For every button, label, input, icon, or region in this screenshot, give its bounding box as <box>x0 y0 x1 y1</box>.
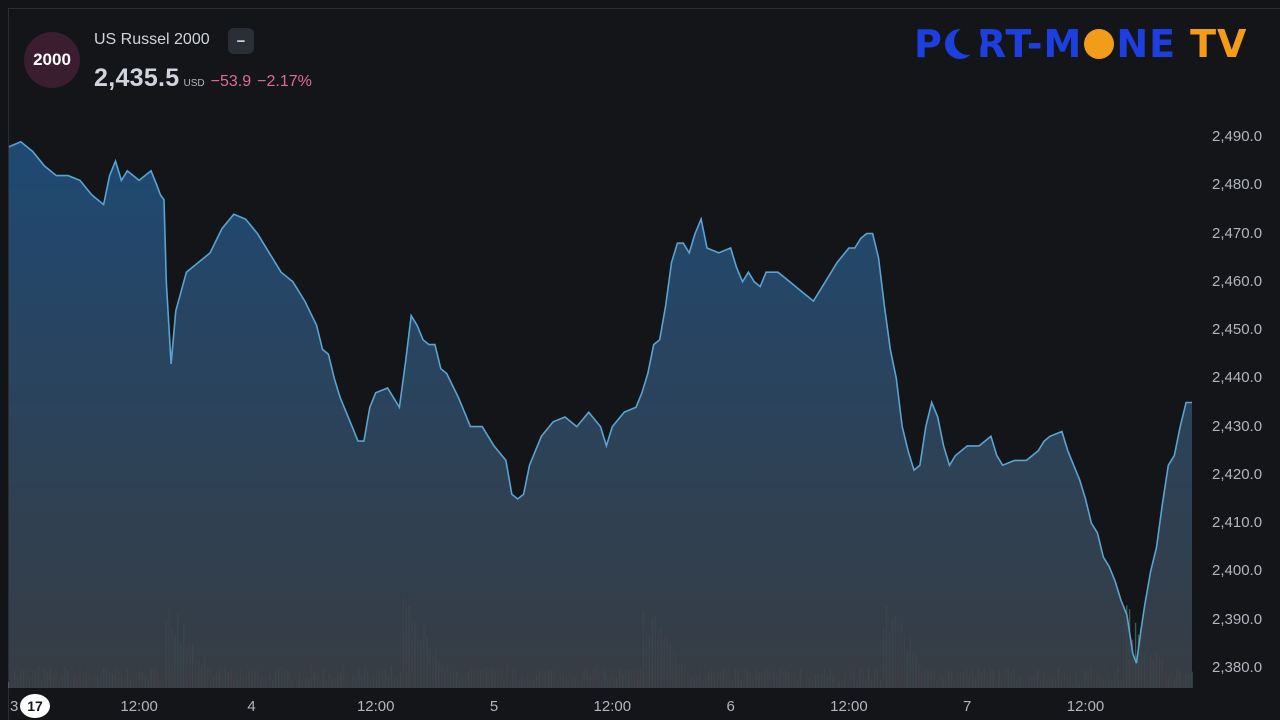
x-tick-label: 6 <box>726 698 735 715</box>
y-tick-label: 2,400.0 <box>1212 562 1263 580</box>
y-tick-label: 2,390.0 <box>1212 610 1263 628</box>
y-tick-label: 2,490.0 <box>1212 128 1263 145</box>
price-area-fill <box>9 141 1192 689</box>
currency-label: USD <box>183 78 205 89</box>
y-tick-label: 2,470.0 <box>1212 224 1263 242</box>
tradingview-logo-icon[interactable]: 17 <box>20 694 50 718</box>
y-tick-label: 2,430.0 <box>1212 417 1263 435</box>
logo-text-tv: TV <box>1190 22 1248 66</box>
y-tick-label: 2,410.0 <box>1212 514 1263 532</box>
x-tick-label: 5 <box>489 698 499 715</box>
y-tick-label: 2,440.0 <box>1212 369 1263 387</box>
y-tick-label: 2,480.0 <box>1212 176 1263 194</box>
crescent-moon-icon <box>944 27 982 59</box>
x-tick-label-first: 3 <box>10 698 19 715</box>
collapse-button[interactable]: − <box>228 28 254 54</box>
price-line <box>8 140 1192 664</box>
y-tick-label: 2,380.0 <box>1212 659 1263 676</box>
x-tick-label: 12:00 <box>356 698 395 715</box>
x-tick-label: 7 <box>963 698 972 715</box>
price-change: −53.9 <box>210 73 252 90</box>
price-row: 2,435.5 USD −53.9 −2.17% <box>94 64 312 93</box>
symbol-badge[interactable]: 2000 <box>24 32 80 88</box>
port-mone-tv-logo: P RT-M NE TV <box>914 22 1248 66</box>
volume-bar <box>8 682 10 688</box>
logo-text-ne: NE <box>1116 22 1177 66</box>
x-tick-label: 12:00 <box>120 698 158 715</box>
logo-text-rtm: RT-M <box>976 22 1083 66</box>
y-tick-label: 2,420.0 <box>1212 465 1263 483</box>
y-tick-label: 2,460.0 <box>1212 272 1263 290</box>
logo-text-p: P <box>914 22 943 66</box>
y-tick-label: 2,450.0 <box>1212 321 1263 339</box>
volume-bar <box>1134 622 1137 688</box>
price-change-percent: −2.17% <box>257 73 312 90</box>
x-tick-label: 12:00 <box>593 698 632 715</box>
x-tick-label: 12:00 <box>830 698 868 715</box>
x-tick-label: 4 <box>247 698 256 715</box>
sun-icon <box>1084 29 1115 59</box>
symbol-header: 2000 US Russel 2000 − 2,435.5 USD −53.9 −2.… <box>24 28 424 92</box>
symbol-name[interactable]: US Russel 2000 <box>94 31 210 48</box>
x-tick-label: 12:00 <box>1066 698 1105 715</box>
last-price: 2,435.5 <box>94 64 180 92</box>
